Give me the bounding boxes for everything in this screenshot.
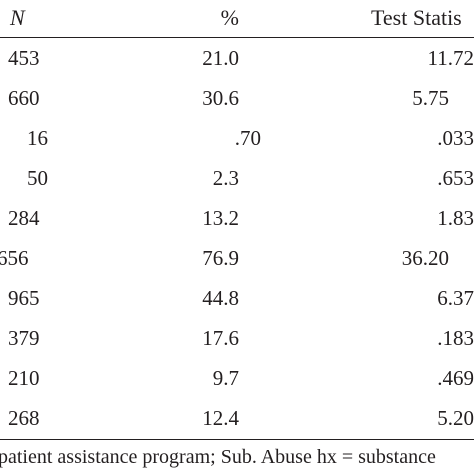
cell-percent: 2.3: [212, 166, 239, 190]
table-body: 453 21.0 11.72 660 30.6 5.75 16 .70 .033…: [0, 38, 474, 438]
table-row: 656 76.9 36.20: [0, 238, 474, 278]
header-percent: %: [220, 5, 239, 30]
table-row: 268 12.4 5.20: [0, 398, 474, 438]
table-row: 16 .70 .033: [0, 118, 474, 158]
cell-percent: 13.2: [202, 206, 239, 230]
cell-n: 16: [27, 126, 48, 150]
cell-n: 50: [27, 166, 48, 190]
cell-n: 268: [8, 406, 40, 430]
cell-percent: .70: [234, 126, 261, 150]
cell-test-statistic: 5.20: [437, 406, 474, 430]
cell-n: 284: [8, 206, 40, 230]
cell-n: 656: [0, 246, 29, 270]
table-row: 210 9.7 .469: [0, 358, 474, 398]
cell-percent: 76.9: [202, 246, 239, 270]
table-row: 379 17.6 .183: [0, 318, 474, 358]
cell-test-statistic: .183: [437, 326, 474, 350]
table-row: 284 13.2 1.83: [0, 198, 474, 238]
cell-percent: 30.6: [202, 86, 239, 110]
cell-percent: 12.4: [202, 406, 239, 430]
table-footnote: patient assistance program; Sub. Abuse h…: [0, 446, 436, 468]
cell-n: 210: [8, 366, 40, 390]
table-row: 660 30.6 5.75: [0, 78, 474, 118]
cell-n: 965: [8, 286, 40, 310]
header-rule: [0, 37, 474, 38]
cell-percent: 9.7: [212, 366, 239, 390]
table-row: 453 21.0 11.72: [0, 38, 474, 78]
cell-test-statistic: 6.37: [437, 286, 474, 310]
cell-test-statistic: 5.75: [412, 86, 449, 110]
cell-test-statistic: .469: [437, 366, 474, 390]
cell-test-statistic: 11.72: [427, 46, 474, 70]
table-header: N % Test Statis: [0, 0, 474, 34]
header-test-statistic: Test Statis: [371, 5, 462, 30]
cell-n: 453: [8, 46, 40, 70]
cell-test-statistic: .653: [437, 166, 474, 190]
table-row: 50 2.3 .653: [0, 158, 474, 198]
footer-rule: [0, 439, 474, 440]
table-row: 965 44.8 6.37: [0, 278, 474, 318]
cell-test-statistic: 1.83: [437, 206, 474, 230]
cell-percent: 21.0: [202, 46, 239, 70]
cell-n: 379: [8, 326, 40, 350]
cell-percent: 44.8: [202, 286, 239, 310]
cell-percent: 17.6: [202, 326, 239, 350]
cell-n: 660: [8, 86, 40, 110]
cell-test-statistic: 36.20: [401, 246, 449, 270]
header-n: N: [10, 5, 25, 30]
cell-test-statistic: .033: [437, 126, 474, 150]
